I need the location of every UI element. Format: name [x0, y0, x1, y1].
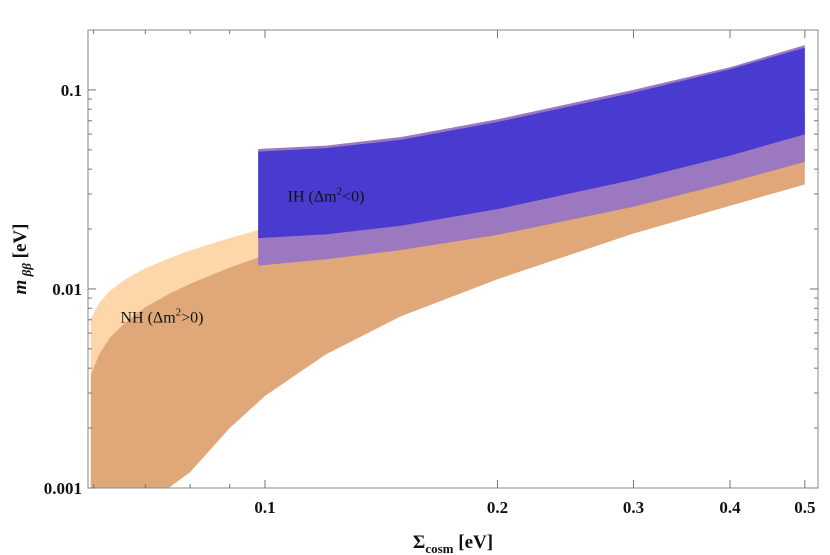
y-tick-label: 0.001 — [44, 479, 82, 498]
plot-frame — [87, 29, 819, 489]
x-tick-label: 0.5 — [794, 498, 815, 517]
annotation-nh: NH (Δm2>0) — [120, 306, 203, 326]
x-tick-label: 0.2 — [487, 498, 508, 517]
y-tick-label: 0.1 — [61, 81, 82, 100]
y-tick-label: 0.01 — [52, 280, 82, 299]
x-tick-label: 0.3 — [623, 498, 644, 517]
annotations: NH (Δm2>0) IH (Δm2<0) — [120, 186, 364, 327]
y-axis-title: m ββ [eV] — [10, 224, 34, 295]
annotation-ih: IH (Δm2<0) — [288, 186, 365, 206]
plot-area — [90, 45, 805, 488]
axis-ticks — [88, 30, 818, 489]
x-tick-label: 0.4 — [719, 498, 741, 517]
x-tick-label: 0.1 — [254, 498, 275, 517]
x-axis-title: Σcosm [eV] — [413, 532, 493, 555]
axis-tick-labels: 0.1 0.2 0.3 0.4 0.5 0.001 0.01 0.1 — [44, 81, 816, 517]
band-ih-dark — [258, 47, 805, 239]
